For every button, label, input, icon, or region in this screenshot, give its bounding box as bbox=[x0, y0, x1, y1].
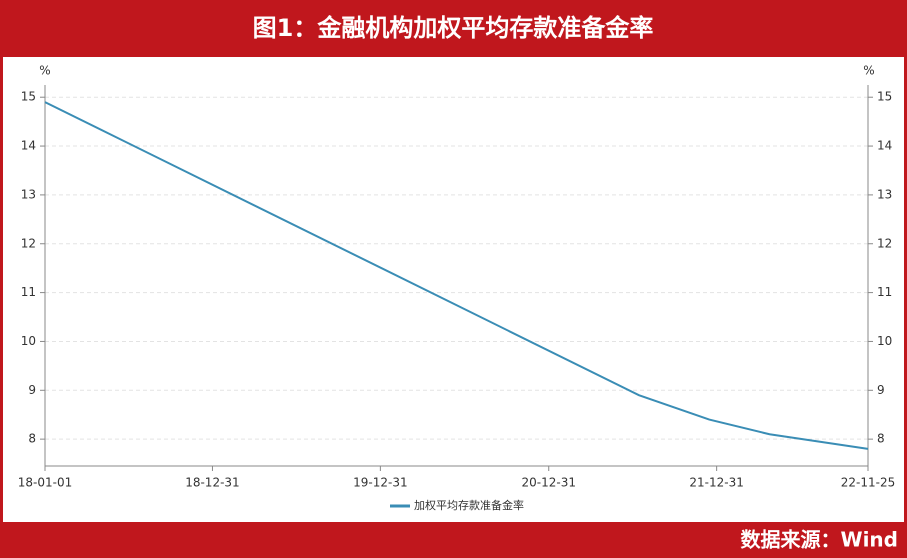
y2-tick-label: 14 bbox=[877, 139, 892, 153]
y-tick-label: 15 bbox=[21, 90, 36, 104]
chart-title: 图1：金融机构加权平均存款准备金率 bbox=[253, 14, 654, 42]
y-tick-label: 9 bbox=[28, 383, 36, 397]
x-tick-label: 21-12-31 bbox=[689, 476, 743, 490]
x-tick-label: 22-11-25 bbox=[841, 476, 895, 490]
source: 数据来源：Wind bbox=[741, 528, 898, 552]
x-tick-label: 18-12-31 bbox=[185, 476, 239, 490]
y2-tick-label: 10 bbox=[877, 334, 892, 348]
y2-unit: % bbox=[863, 64, 874, 78]
x-tick-label: 19-12-31 bbox=[353, 476, 407, 490]
y-tick-label: 12 bbox=[21, 236, 36, 250]
x-tick-label: 20-12-31 bbox=[522, 476, 576, 490]
y2-tick-label: 15 bbox=[877, 90, 892, 104]
y2-tick-label: 12 bbox=[877, 236, 892, 250]
y-tick-label: 13 bbox=[21, 187, 36, 201]
y-tick-label: 10 bbox=[21, 334, 36, 348]
y-tick-label: 14 bbox=[21, 139, 36, 153]
y-tick-label: 8 bbox=[28, 432, 36, 446]
line bbox=[44, 101, 869, 450]
y2-tick-label: 9 bbox=[877, 383, 885, 397]
x-tick-label: 18-01-01 bbox=[18, 476, 72, 490]
y2-tick-label: 8 bbox=[877, 432, 885, 446]
y-unit: % bbox=[39, 64, 50, 78]
y-tick-label: 11 bbox=[21, 285, 36, 299]
legend-label: 加权平均存款准备金率 bbox=[414, 498, 524, 512]
y2-tick-label: 13 bbox=[877, 187, 892, 201]
y2-tick-label: 11 bbox=[877, 285, 892, 299]
plot-background bbox=[3, 57, 904, 522]
